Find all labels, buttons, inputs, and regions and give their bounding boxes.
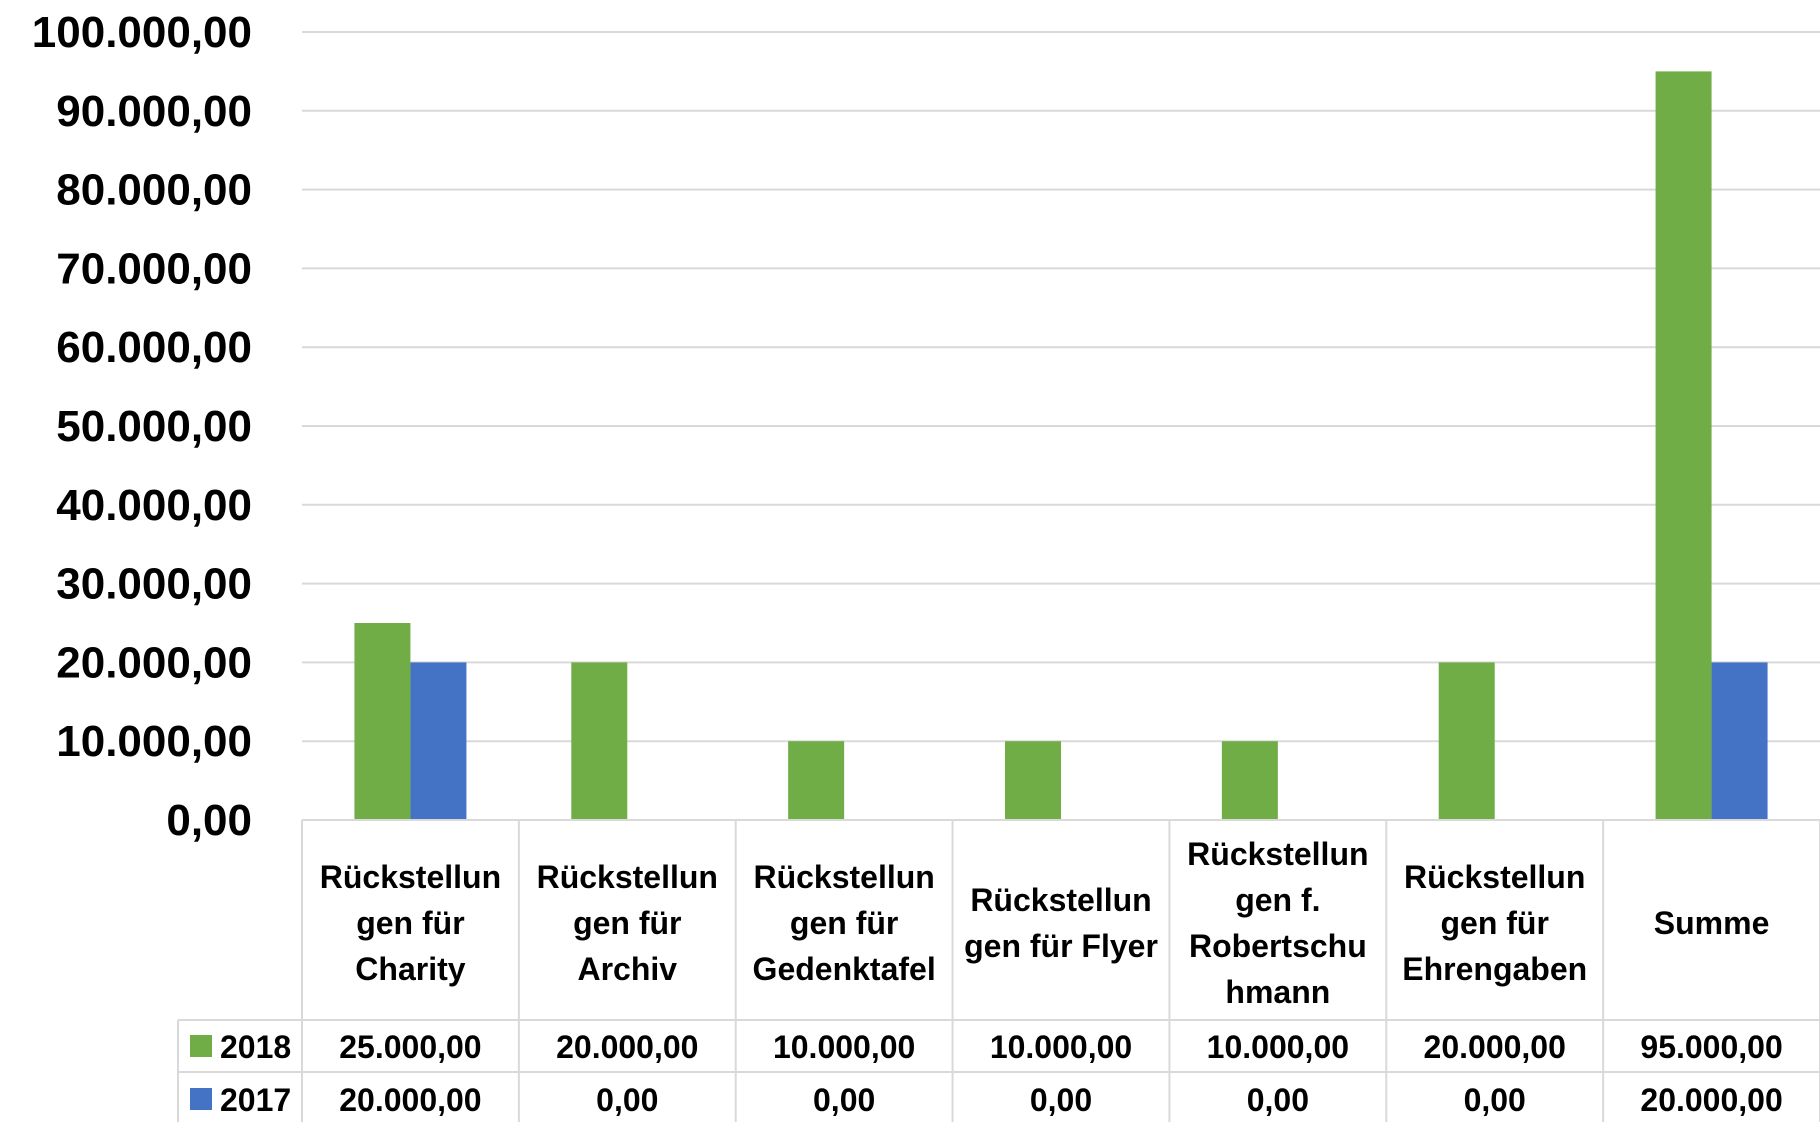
bar-2017	[410, 662, 467, 820]
category-label: Rückstellun	[970, 882, 1151, 918]
y-tick-label: 0,00	[166, 796, 252, 845]
legend-label: 2017	[220, 1082, 291, 1118]
legend-label: 2018	[220, 1029, 291, 1065]
y-tick-label: 40.000,00	[56, 481, 252, 530]
data-table-value: 0,00	[1247, 1082, 1309, 1118]
category-label: Rückstellun	[1187, 836, 1368, 872]
data-table-value: 0,00	[1464, 1082, 1526, 1118]
y-tick-label: 80.000,00	[56, 166, 252, 215]
data-table-value: 25.000,00	[339, 1029, 481, 1065]
data-table-value: 10.000,00	[773, 1029, 915, 1065]
data-table-value: 20.000,00	[556, 1029, 698, 1065]
y-tick-label: 60.000,00	[56, 323, 252, 372]
y-tick-label: 90.000,00	[56, 87, 252, 136]
bar-2018	[788, 741, 845, 820]
category-label: gen für	[573, 905, 681, 941]
category-label: gen für	[356, 905, 464, 941]
y-tick-label: 50.000,00	[56, 402, 252, 451]
bar-2018	[354, 623, 411, 820]
category-label: Rückstellun	[753, 859, 934, 895]
data-table-value: 10.000,00	[990, 1029, 1132, 1065]
y-tick-label: 70.000,00	[56, 244, 252, 293]
category-label: Ehrengaben	[1402, 951, 1587, 987]
category-label: Charity	[355, 951, 465, 987]
legend-swatch-2018	[190, 1035, 212, 1057]
category-label: Archiv	[577, 951, 677, 987]
category-label: gen f.	[1235, 882, 1320, 918]
y-tick-label: 10.000,00	[56, 717, 252, 766]
bar-2018	[1005, 741, 1061, 820]
legend-swatch-2017	[190, 1088, 212, 1110]
bar-2017	[1711, 662, 1768, 820]
bar-2018	[571, 662, 628, 820]
data-table-value: 0,00	[813, 1082, 875, 1118]
data-table-value: 20.000,00	[339, 1082, 481, 1118]
data-table-value: 0,00	[1030, 1082, 1092, 1118]
data-table-value: 0,00	[596, 1082, 658, 1118]
category-label: Gedenktafel	[753, 951, 936, 987]
bar-2018	[1221, 741, 1278, 820]
data-table-value: 20.000,00	[1640, 1082, 1782, 1118]
category-label: gen für	[1440, 905, 1548, 941]
category-label: gen für Flyer	[964, 928, 1158, 964]
category-label: Rückstellun	[537, 859, 718, 895]
category-label: gen für	[790, 905, 898, 941]
bar-2018	[1655, 71, 1712, 820]
bar-2018	[1438, 662, 1495, 820]
data-table-value: 95.000,00	[1640, 1029, 1782, 1065]
category-label: Robertschu	[1189, 928, 1367, 964]
y-tick-label: 100.000,00	[32, 8, 252, 57]
category-label: Rückstellun	[320, 859, 501, 895]
category-label: hmann	[1225, 974, 1330, 1010]
y-tick-label: 20.000,00	[56, 638, 252, 687]
category-label: Summe	[1654, 905, 1770, 941]
category-label: Rückstellun	[1404, 859, 1585, 895]
data-table-value: 10.000,00	[1207, 1029, 1349, 1065]
data-table-value: 20.000,00	[1424, 1029, 1566, 1065]
y-tick-label: 30.000,00	[56, 560, 252, 609]
